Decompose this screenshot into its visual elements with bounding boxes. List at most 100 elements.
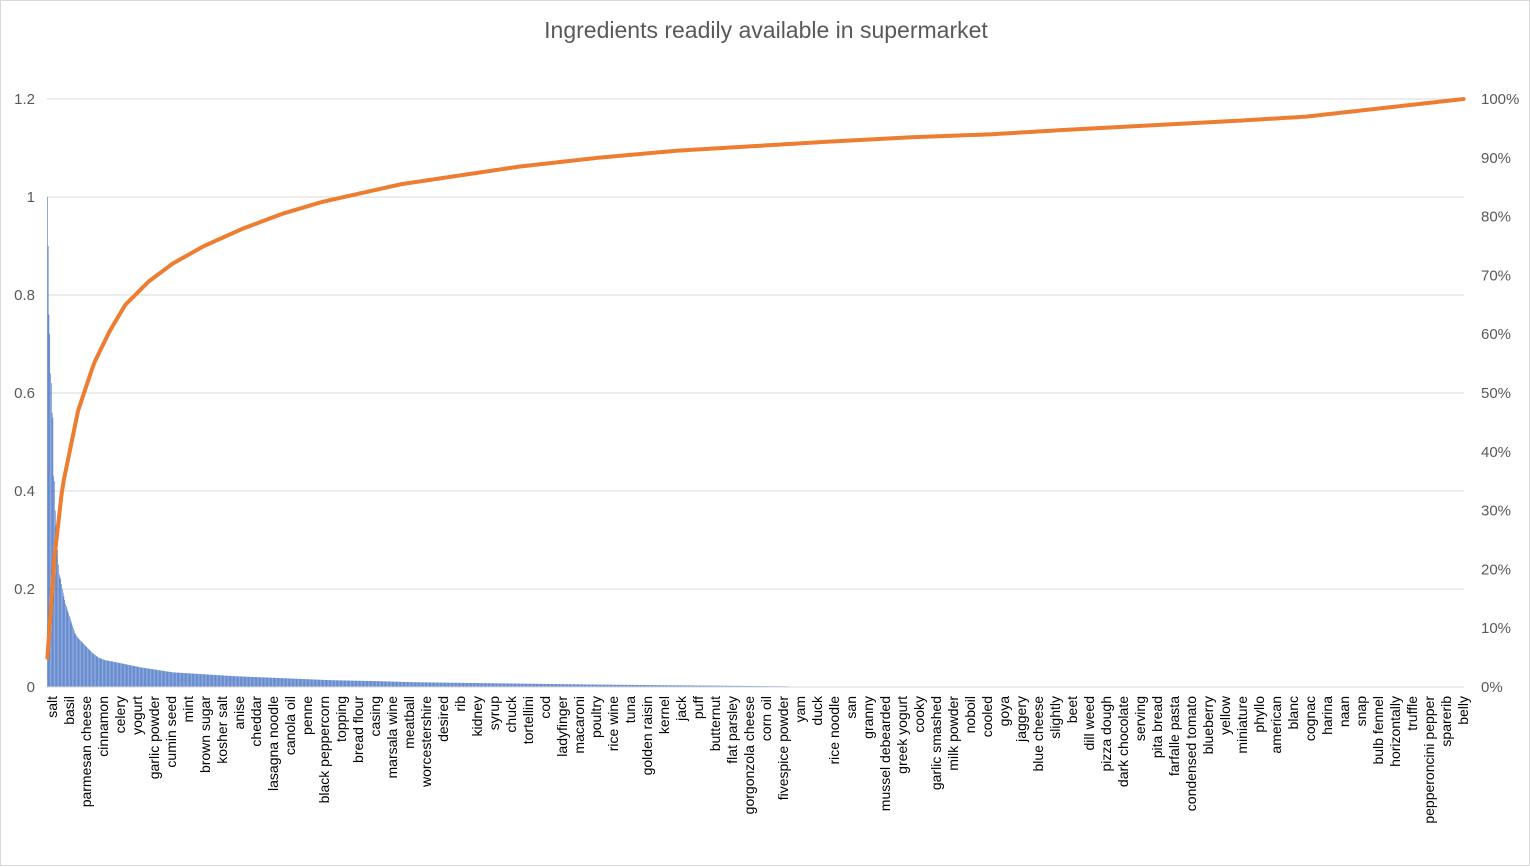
bar [220, 675, 221, 687]
bar [468, 683, 469, 687]
bar [410, 682, 411, 687]
bar [192, 674, 193, 687]
category-label: goya [996, 696, 1012, 727]
category-label: greek yogurt [894, 696, 910, 774]
bar [376, 681, 377, 687]
bar [342, 680, 343, 687]
bar [175, 672, 176, 687]
bar [152, 669, 153, 687]
bar [412, 682, 413, 687]
bar [241, 676, 242, 687]
bar [268, 678, 269, 687]
bar [251, 677, 252, 687]
bar [473, 683, 474, 687]
bar [254, 677, 255, 687]
bar [293, 679, 294, 687]
bar [156, 670, 157, 687]
bar [291, 679, 292, 687]
bar [462, 683, 463, 687]
bar [512, 683, 513, 687]
bar [223, 675, 224, 687]
bar [444, 683, 445, 687]
bar [182, 673, 183, 687]
bar [126, 664, 127, 687]
bar [228, 676, 229, 687]
bar [285, 678, 286, 687]
bar [260, 677, 261, 687]
bar [385, 681, 386, 687]
category-label: blueberry [1200, 696, 1216, 754]
bar [435, 683, 436, 687]
bar [183, 673, 184, 687]
bar [210, 675, 211, 687]
bar [372, 681, 373, 687]
bar [66, 606, 67, 687]
category-label: poultry [588, 696, 604, 738]
bar [459, 683, 460, 687]
category-label: topping [333, 696, 349, 742]
bar [89, 649, 90, 687]
bar [87, 648, 88, 687]
bar [470, 683, 471, 687]
bar [431, 682, 432, 687]
bar [123, 664, 124, 687]
category-label: anise [231, 696, 247, 730]
bar [336, 680, 337, 687]
bar [248, 677, 249, 687]
bar [439, 683, 440, 687]
category-label: butternut [707, 696, 723, 751]
bar [501, 683, 502, 687]
category-label: bread flour [350, 696, 366, 763]
bar [362, 681, 363, 687]
bar [323, 680, 324, 687]
bar [116, 662, 117, 687]
bar [352, 681, 353, 687]
bar [265, 677, 266, 687]
bar [85, 645, 86, 687]
bar [384, 681, 385, 687]
bar [305, 679, 306, 687]
bar [260, 677, 261, 687]
category-label: golden raisin [639, 696, 655, 775]
bar [441, 683, 442, 687]
bar [95, 655, 96, 687]
bar [427, 682, 428, 687]
bar [521, 684, 522, 687]
bar [423, 682, 424, 687]
bar [123, 664, 124, 687]
y2-tick-label: 10% [1481, 620, 1511, 637]
bar [137, 667, 138, 687]
category-label: american [1268, 696, 1284, 754]
bar [290, 678, 291, 687]
bar [309, 679, 310, 687]
bar [379, 681, 380, 687]
bar [212, 675, 213, 687]
bar [246, 677, 247, 687]
bar [73, 628, 74, 687]
bar [390, 682, 391, 687]
bar [75, 633, 76, 687]
bar [275, 678, 276, 687]
bar [114, 662, 115, 687]
y-tick-label: 1.2 [14, 91, 35, 108]
bar [414, 682, 415, 687]
bar [133, 666, 134, 687]
category-label: casing [367, 696, 383, 736]
bar [278, 678, 279, 687]
bar [209, 675, 210, 687]
bar [451, 683, 452, 687]
bar [523, 684, 524, 687]
bar [79, 639, 80, 687]
bar [276, 678, 277, 687]
category-label: corn oil [758, 696, 774, 741]
bar [332, 680, 333, 687]
bar [198, 674, 199, 687]
bar [237, 676, 238, 687]
bar [504, 683, 505, 687]
bar [345, 680, 346, 687]
bar [181, 673, 182, 687]
category-label: blanc [1285, 696, 1301, 729]
bar [467, 683, 468, 687]
bar [316, 680, 317, 687]
category-label: flat parsley [724, 696, 740, 764]
